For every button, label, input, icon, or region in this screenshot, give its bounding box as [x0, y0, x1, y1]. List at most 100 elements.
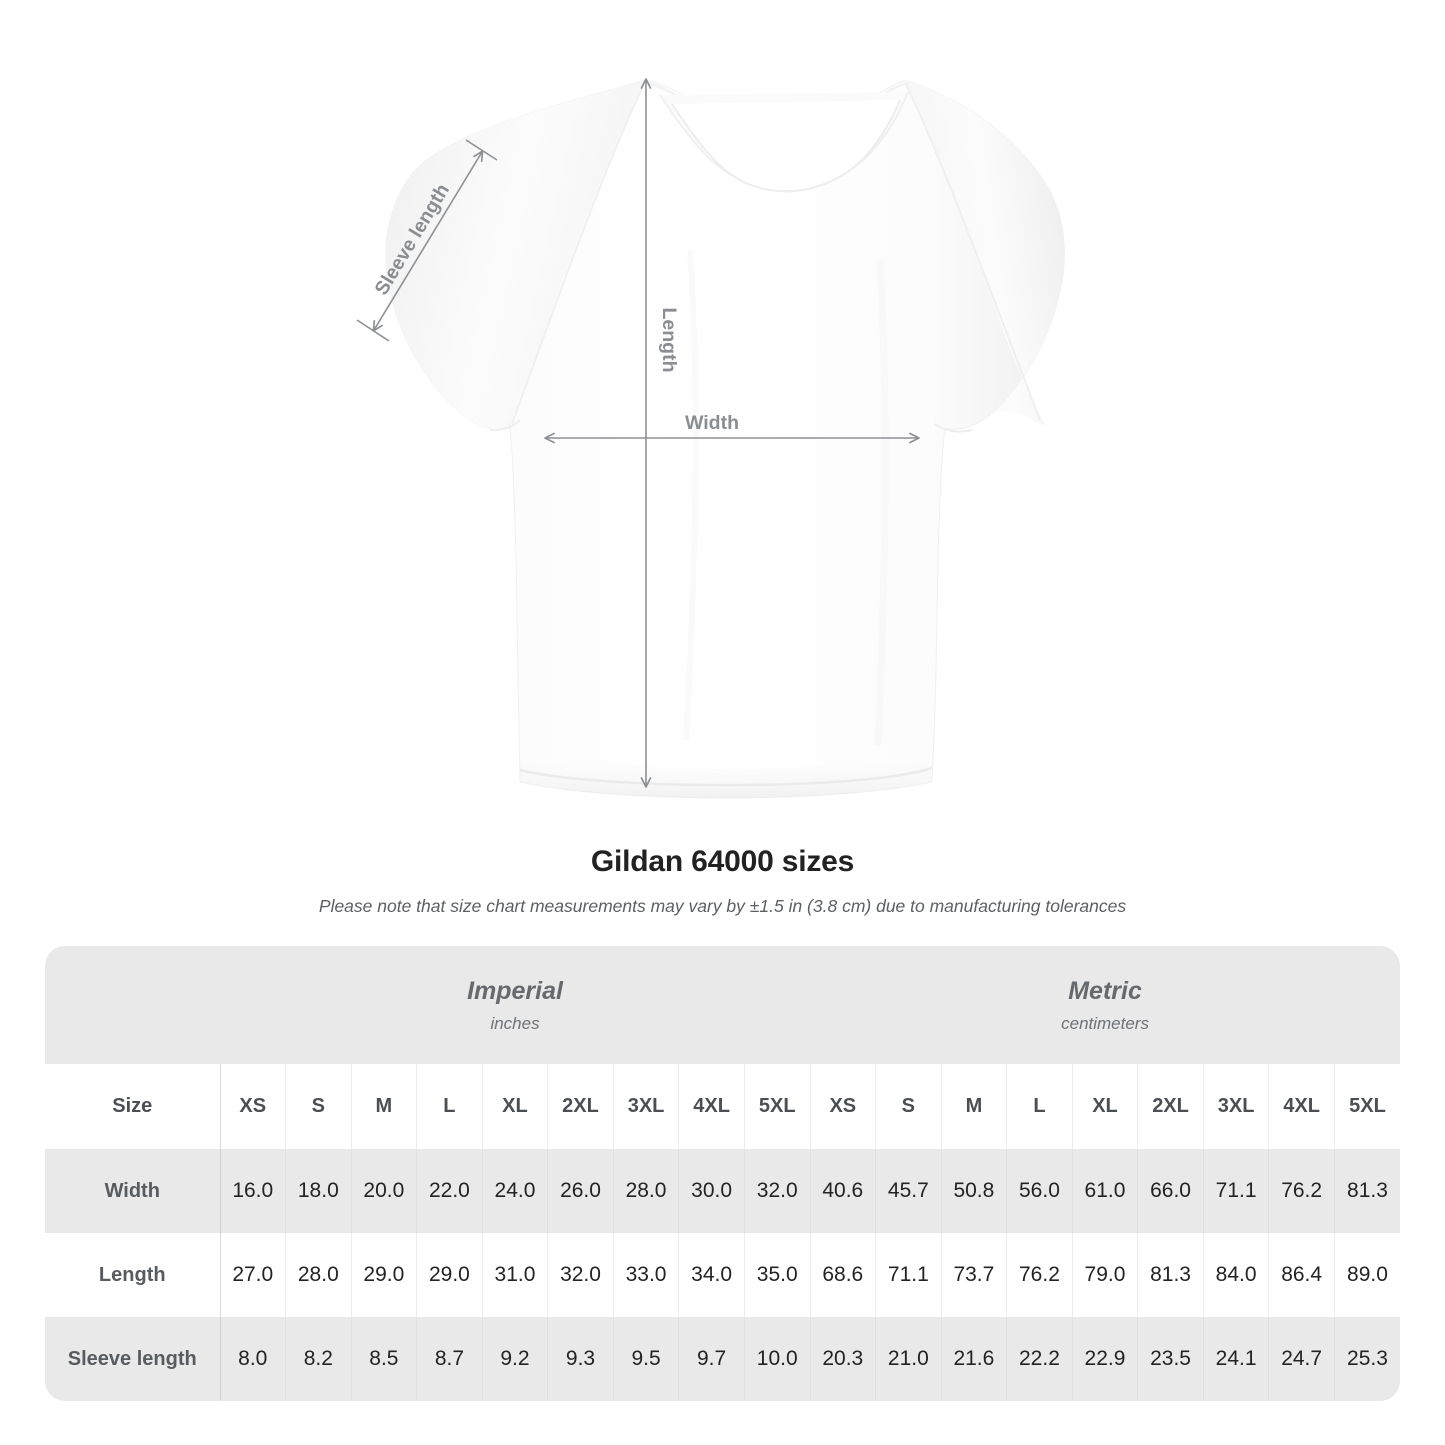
unit-subtitle: centimeters — [1061, 1013, 1149, 1033]
measurement-cell: 22.0 — [416, 1149, 483, 1233]
measurement-cell: 89.0 — [1334, 1233, 1401, 1317]
size-header-cell: 5XL — [744, 1064, 811, 1149]
row-label: Length — [45, 1233, 221, 1317]
size-header-cell: 5XL — [1334, 1064, 1401, 1149]
size-header-cell: XL — [1072, 1064, 1139, 1149]
sleeve-tick-bottom — [356, 319, 390, 342]
size-header-cell: XS — [220, 1064, 287, 1149]
measurement-cell: 29.0 — [351, 1233, 418, 1317]
size-header-cell: 2XL — [547, 1064, 614, 1149]
unit-subtitle: inches — [490, 1013, 540, 1033]
measurement-cell: 40.6 — [810, 1149, 877, 1233]
measurement-cell: 9.7 — [678, 1317, 745, 1401]
sleeve-tick-top — [465, 139, 498, 161]
table-row: Width 16.0 18.0 20.0 22.0 24.0 26.0 28.0 30.0 32.… — [45, 1149, 1401, 1233]
size-header-cell: M — [351, 1064, 418, 1149]
size-header-row: Size XS S M L XL 2XL 3XL 4XL 5XL XS S M L XL 2XL 3XL 4XL 5… — [45, 1064, 1401, 1149]
measurement-cell: 21.6 — [941, 1317, 1008, 1401]
measurement-cell: 34.0 — [678, 1233, 745, 1317]
page-title: Gildan 64000 sizes — [590, 845, 855, 878]
measurement-cell: 61.0 — [1072, 1149, 1139, 1233]
measurement-cell: 31.0 — [482, 1233, 549, 1317]
heading-block: Gildan 64000 sizes Please note that size… — [0, 845, 1445, 917]
unit-header-row: Imperial inches Metric centimeters — [45, 946, 1401, 1064]
size-header-cell: 4XL — [1268, 1064, 1335, 1149]
size-header-cell: S — [875, 1064, 942, 1149]
measurement-cell: 81.3 — [1137, 1233, 1204, 1317]
measurement-cell: 32.0 — [547, 1233, 614, 1317]
row-label: Width — [45, 1149, 221, 1233]
measurement-cell: 16.0 — [220, 1149, 287, 1233]
measurement-cell: 28.0 — [285, 1233, 352, 1317]
sleeve-length-arrow — [372, 150, 484, 332]
measurement-cell: 29.0 — [416, 1233, 483, 1317]
size-header-cell: L — [1006, 1064, 1073, 1149]
size-header-cell: L — [416, 1064, 483, 1149]
size-header-cell: 2XL — [1137, 1064, 1204, 1149]
measurement-cell: 22.9 — [1072, 1317, 1139, 1401]
measurement-cell: 23.5 — [1137, 1317, 1204, 1401]
measurement-cell: 86.4 — [1268, 1233, 1335, 1317]
measurement-cell: 24.1 — [1203, 1317, 1270, 1401]
unit-name: Metric — [1068, 977, 1142, 1006]
measurement-cell: 9.2 — [482, 1317, 549, 1401]
measurement-cell: 73.7 — [941, 1233, 1008, 1317]
width-label: Width — [685, 412, 739, 434]
size-table: Imperial inches Metric centimeters Size XS S M L… — [45, 946, 1401, 1401]
size-column-label: Size — [45, 1064, 221, 1149]
measurement-cell: 8.2 — [285, 1317, 352, 1401]
measurement-cell: 20.0 — [351, 1149, 418, 1233]
measurement-cell: 24.7 — [1268, 1317, 1335, 1401]
measurement-cell: 33.0 — [613, 1233, 680, 1317]
measurement-cell: 56.0 — [1006, 1149, 1073, 1233]
measurement-cell: 84.0 — [1203, 1233, 1270, 1317]
measurement-cell: 66.0 — [1137, 1149, 1204, 1233]
measurement-cell: 26.0 — [547, 1149, 614, 1233]
tshirt-illustration: Sleeve length Length Width — [356, 78, 1065, 799]
measurement-cell: 20.3 — [810, 1317, 877, 1401]
measurement-cell: 18.0 — [285, 1149, 352, 1233]
unit-row-spacer — [45, 946, 220, 1064]
size-header-cell: 3XL — [613, 1064, 680, 1149]
measurement-cell: 25.3 — [1334, 1317, 1401, 1401]
measurement-cell: 8.7 — [416, 1317, 483, 1401]
measurement-cell: 68.6 — [810, 1233, 877, 1317]
size-table-container: Imperial inches Metric centimeters Size XS S M L… — [45, 946, 1401, 1401]
size-header-cell: 4XL — [678, 1064, 745, 1149]
measurement-cell: 22.2 — [1006, 1317, 1073, 1401]
row-label: Sleeve length — [45, 1317, 221, 1401]
table-row: Sleeve length 8.0 8.2 8.5 8.7 9.2 9.3 9.5 9.7 10.… — [45, 1317, 1401, 1401]
measurement-cell: 81.3 — [1334, 1149, 1401, 1233]
table-row: Length 27.0 28.0 29.0 29.0 31.0 32.0 33.0 34.0 35… — [45, 1233, 1401, 1317]
measurement-cell: 79.0 — [1072, 1233, 1139, 1317]
measurement-cell: 32.0 — [744, 1149, 811, 1233]
length-label: Length — [658, 308, 680, 373]
measurement-cell: 27.0 — [220, 1233, 287, 1317]
measurement-cell: 50.8 — [941, 1149, 1008, 1233]
measurement-cell: 76.2 — [1006, 1233, 1073, 1317]
tolerance-note: Please note that size chart measurements… — [318, 896, 1127, 916]
measurement-cell: 9.3 — [547, 1317, 614, 1401]
size-header-cell: XL — [482, 1064, 549, 1149]
measurement-cell: 8.0 — [220, 1317, 287, 1401]
unit-header-metric: Metric centimeters — [810, 946, 1401, 1064]
measurement-cell: 9.5 — [613, 1317, 680, 1401]
size-header-cell: M — [941, 1064, 1008, 1149]
size-header-cell: S — [285, 1064, 352, 1149]
shirt-shape — [385, 79, 1065, 799]
measurement-cell: 45.7 — [875, 1149, 942, 1233]
measurement-cell: 35.0 — [744, 1233, 811, 1317]
measurement-cell: 24.0 — [482, 1149, 549, 1233]
measurement-cell: 71.1 — [875, 1233, 942, 1317]
measurement-cell: 28.0 — [613, 1149, 680, 1233]
size-header-cell: XS — [810, 1064, 877, 1149]
measurement-cell: 76.2 — [1268, 1149, 1335, 1233]
measurement-cell: 71.1 — [1203, 1149, 1270, 1233]
size-header-cell: 3XL — [1203, 1064, 1270, 1149]
unit-header-imperial: Imperial inches — [220, 946, 811, 1064]
unit-name: Imperial — [467, 977, 563, 1006]
measurement-cell: 30.0 — [678, 1149, 745, 1233]
measurement-guides — [356, 78, 920, 788]
measurement-cell: 21.0 — [875, 1317, 942, 1401]
